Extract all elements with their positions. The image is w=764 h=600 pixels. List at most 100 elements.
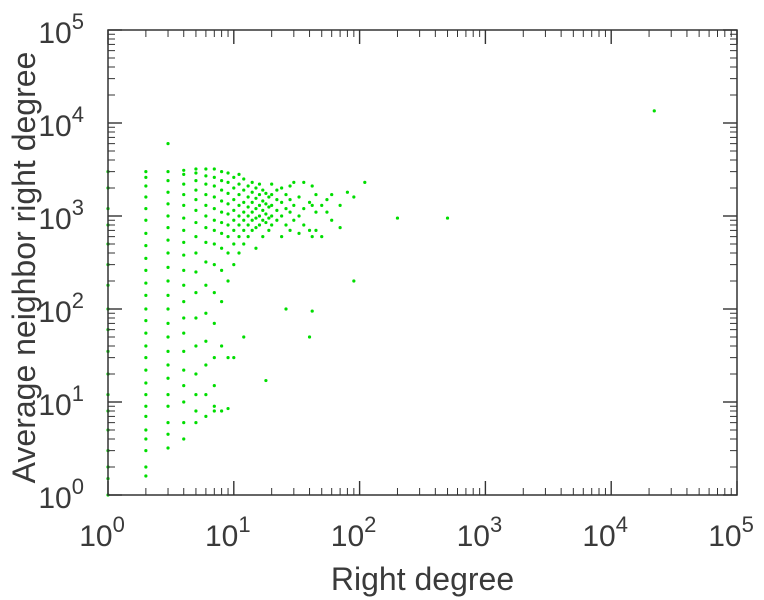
data-point xyxy=(232,175,236,180)
data-point xyxy=(144,170,148,174)
data-point xyxy=(182,331,186,335)
data-point xyxy=(267,205,271,209)
data-point xyxy=(237,203,241,207)
data-point xyxy=(352,195,356,199)
data-point xyxy=(330,192,334,197)
data-point xyxy=(246,235,250,239)
data-point xyxy=(250,190,254,194)
data-point xyxy=(226,223,230,227)
data-point xyxy=(246,223,250,227)
data-point xyxy=(226,171,230,175)
data-point xyxy=(261,199,265,203)
y-tick-label: 105 xyxy=(38,9,84,50)
data-point xyxy=(292,180,296,184)
y-tick-label: 103 xyxy=(38,195,84,236)
data-point xyxy=(226,191,230,195)
x-tick-label: 104 xyxy=(582,512,628,553)
data-point xyxy=(204,283,208,287)
data-point xyxy=(182,203,186,207)
y-tick-label: 102 xyxy=(38,288,84,329)
data-point xyxy=(194,198,198,202)
data-point xyxy=(204,414,208,419)
data-point xyxy=(264,220,268,225)
data-point xyxy=(166,190,170,194)
data-point xyxy=(288,198,292,202)
data-point xyxy=(232,242,236,246)
data-point xyxy=(212,167,216,171)
data-point xyxy=(250,218,254,222)
data-point xyxy=(257,192,262,197)
data-point xyxy=(254,207,258,211)
data-point xyxy=(314,210,318,214)
data-point xyxy=(288,184,292,188)
data-point xyxy=(144,319,148,323)
data-point xyxy=(284,307,288,311)
data-point xyxy=(194,208,198,212)
data-point xyxy=(166,142,170,146)
data-point xyxy=(320,235,324,239)
data-point xyxy=(395,216,400,220)
data-point xyxy=(270,223,274,227)
data-point xyxy=(288,210,292,214)
data-point xyxy=(194,372,198,376)
data-point xyxy=(237,192,241,197)
data-point xyxy=(325,210,329,214)
data-point xyxy=(345,190,350,194)
data-point xyxy=(204,393,208,397)
data-point xyxy=(204,214,208,218)
data-point xyxy=(237,223,241,227)
data-point xyxy=(144,184,148,188)
data-point xyxy=(166,179,170,183)
data-point xyxy=(445,216,450,220)
x-tick-labels: 100 101 102 103 104 105 xyxy=(79,512,754,553)
y-axis-label: Average neighbor right degree xyxy=(6,52,42,484)
data-point xyxy=(144,414,148,419)
data-point xyxy=(166,421,170,425)
data-point xyxy=(237,251,241,255)
data-point xyxy=(194,316,198,320)
data-point xyxy=(212,207,216,211)
data-point xyxy=(246,205,250,209)
data-point xyxy=(144,393,148,397)
data-point xyxy=(220,231,224,235)
data-point xyxy=(182,400,186,404)
data-point xyxy=(220,268,224,273)
data-point xyxy=(284,192,288,197)
x-tick-label: 105 xyxy=(708,512,754,553)
data-point xyxy=(204,339,208,343)
data-point xyxy=(182,368,186,372)
data-point xyxy=(144,268,148,273)
data-point xyxy=(314,192,318,197)
data-point xyxy=(166,446,170,450)
data-point xyxy=(237,235,241,239)
data-point xyxy=(194,270,198,274)
data-point xyxy=(194,344,198,348)
data-point xyxy=(166,393,170,397)
x-tick-label: 101 xyxy=(205,512,251,553)
data-point xyxy=(144,474,148,478)
data-point xyxy=(232,198,236,202)
data-point xyxy=(194,409,198,413)
data-point xyxy=(204,167,208,171)
data-point xyxy=(204,182,208,186)
data-point xyxy=(254,246,258,250)
data-point xyxy=(257,214,262,218)
data-point xyxy=(166,363,170,367)
data-point xyxy=(144,307,148,311)
x-axis-label: Right degree xyxy=(331,561,514,597)
data-point xyxy=(212,218,216,222)
data-point xyxy=(212,263,216,267)
data-point xyxy=(242,218,246,222)
data-point xyxy=(144,465,148,469)
data-point xyxy=(242,242,246,246)
data-point xyxy=(166,432,170,436)
data-point xyxy=(226,212,230,216)
data-point xyxy=(226,279,230,283)
data-point xyxy=(144,218,148,222)
data-point xyxy=(270,214,274,218)
data-point xyxy=(257,182,262,186)
data-point xyxy=(166,226,170,230)
data-point xyxy=(254,186,258,190)
data-point xyxy=(338,203,342,207)
